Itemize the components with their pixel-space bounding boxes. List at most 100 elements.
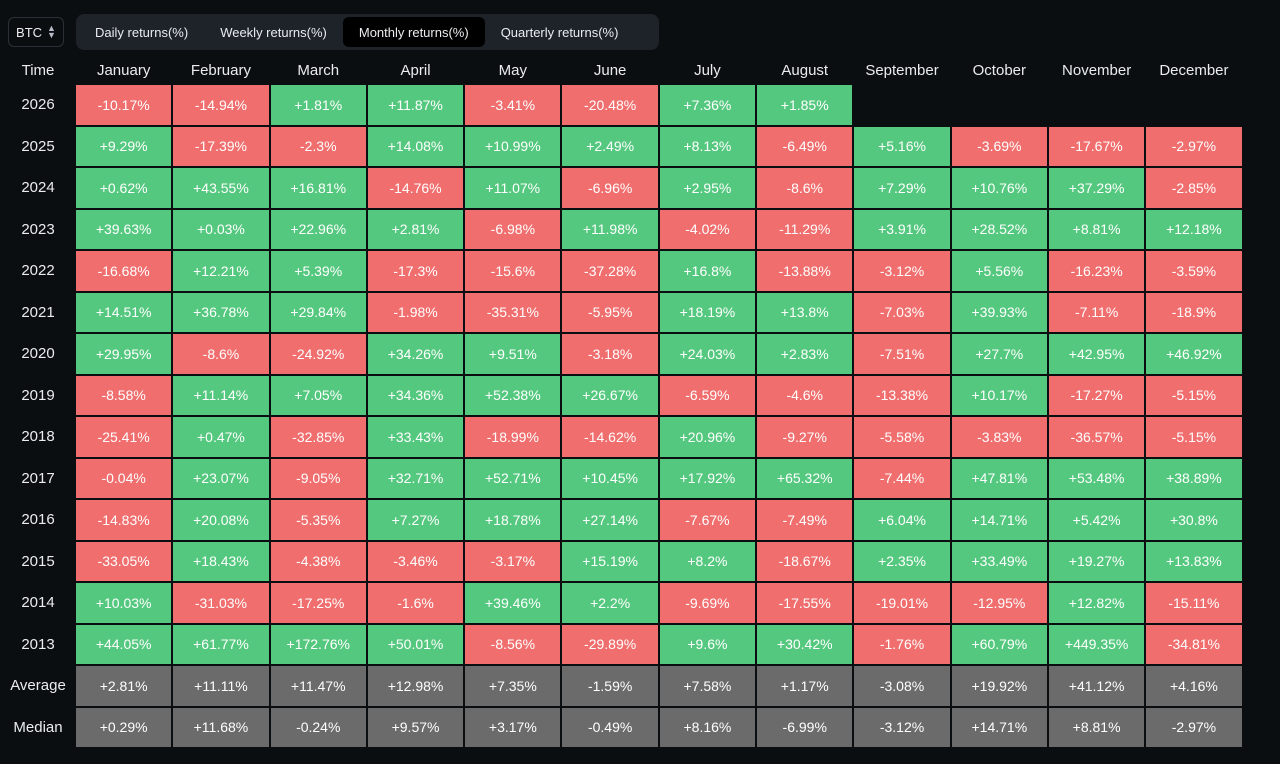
column-header-january: January — [96, 62, 151, 79]
return-cell: +449.35% — [1048, 624, 1145, 666]
summary-cell: +11.11% — [173, 666, 269, 708]
return-cell: +30.8% — [1146, 500, 1242, 542]
table-row: 2020 +29.95% -8.6% -24.92% +34.26% +9.51% -3.1… — [2, 334, 1242, 376]
return-cell: -8.6% — [757, 168, 853, 210]
year-label: 2024 — [2, 168, 74, 210]
return-cell: +13.8% — [757, 292, 853, 334]
return-cell: -9.27% — [757, 417, 853, 459]
return-cell: -5.15% — [1146, 375, 1242, 417]
column-header-december: December — [1159, 62, 1229, 79]
column-header-february: February — [190, 62, 251, 79]
return-cell: -14.83% — [76, 500, 172, 542]
return-cell: -7.49% — [757, 500, 853, 542]
return-cell: -18.99% — [465, 417, 561, 459]
return-cell: -7.67% — [659, 500, 756, 542]
return-cell: -6.98% — [465, 209, 561, 251]
summary-cell: +7.35% — [465, 666, 561, 708]
return-cell: +65.32% — [757, 458, 853, 500]
table-row: 2014 +10.03% -31.03% -17.25% -1.6% +39.46% +2.… — [2, 583, 1242, 625]
return-cell: +43.55% — [173, 168, 269, 210]
return-cell: -3.41% — [465, 85, 561, 127]
return-cell: +11.14% — [173, 375, 269, 417]
return-cell: +10.17% — [951, 375, 1047, 417]
return-cell: +39.93% — [951, 292, 1047, 334]
table-row: 2016 -14.83% +20.08% -5.35% +7.27% +18.78% +27… — [2, 500, 1242, 542]
return-cell: -6.59% — [659, 375, 756, 417]
return-cell: +13.83% — [1146, 541, 1242, 583]
table-row: 2023 +39.63% +0.03% +22.96% +2.81% -6.98% +11.… — [2, 209, 1242, 251]
return-cell: -2.3% — [270, 126, 366, 168]
summary-row-average: Average +2.81% +11.11% +11.47% +12.98% +7.35%… — [2, 666, 1242, 708]
return-cell: +10.76% — [951, 168, 1047, 210]
return-cell: -17.3% — [367, 251, 464, 293]
return-cell: +10.03% — [76, 583, 172, 625]
tab-weekly-returns[interactable]: Weekly returns(%) — [220, 24, 327, 40]
return-cell: -16.68% — [76, 251, 172, 293]
summary-cell: +19.92% — [951, 666, 1047, 708]
year-label: 2018 — [2, 417, 74, 459]
return-cell: +44.05% — [76, 624, 172, 666]
return-cell: -7.11% — [1048, 292, 1145, 334]
return-cell: +17.92% — [659, 458, 756, 500]
year-label: 2020 — [2, 334, 74, 376]
return-cell: -7.44% — [854, 458, 950, 500]
return-cell: +1.81% — [270, 85, 366, 127]
return-cell: +24.03% — [659, 334, 756, 376]
return-cell: -31.03% — [173, 583, 269, 625]
return-cell: +1.85% — [757, 85, 853, 127]
return-cell: +22.96% — [270, 209, 366, 251]
year-label: 2013 — [2, 625, 74, 666]
return-cell: +42.95% — [1048, 334, 1145, 376]
tab-quarterly-returns[interactable]: Quarterly returns(%) — [500, 24, 619, 40]
summary-cell: +4.16% — [1146, 666, 1242, 708]
return-cell: +37.29% — [1048, 168, 1145, 210]
table-header-row: Time January February March April May June July… — [2, 56, 1242, 85]
return-cell: +47.81% — [951, 458, 1047, 500]
return-cell: +16.8% — [659, 251, 756, 293]
return-cell: -5.95% — [562, 292, 658, 334]
summary-cell: +14.71% — [951, 707, 1047, 749]
return-cell: +33.49% — [951, 541, 1047, 583]
return-cell: -4.6% — [757, 375, 853, 417]
return-cell: +0.62% — [76, 168, 172, 210]
return-cell: +5.56% — [951, 251, 1047, 293]
year-label: 2014 — [2, 583, 74, 625]
return-cell: +10.45% — [562, 458, 658, 500]
year-label: 2019 — [2, 376, 74, 417]
return-cell: -25.41% — [76, 417, 172, 459]
summary-cell: +11.47% — [270, 666, 366, 708]
return-cell: +172.76% — [270, 624, 366, 666]
return-cell: -32.85% — [270, 417, 366, 459]
return-cell: +11.98% — [562, 209, 658, 251]
return-cell: +5.39% — [270, 251, 366, 293]
return-cell: +16.81% — [270, 168, 366, 210]
summary-cell: -2.97% — [1146, 707, 1242, 749]
table-row: 2015 -33.05% +18.43% -4.38% -3.46% -3.17% +15.… — [2, 541, 1242, 583]
year-label: 2015 — [2, 542, 74, 583]
column-header-april: April — [400, 62, 431, 79]
return-cell: -3.83% — [951, 417, 1047, 459]
return-cell: -12.95% — [951, 583, 1047, 625]
summary-row-median: Median +0.29% +11.68% -0.24% +9.57% +3.17% -0.… — [2, 707, 1242, 749]
return-cell: +7.29% — [854, 168, 950, 210]
summary-cell: -0.24% — [270, 707, 366, 749]
return-cell: -18.9% — [1146, 292, 1242, 334]
return-cell: -2.97% — [1146, 126, 1242, 168]
tab-daily-returns[interactable]: Daily returns(%) — [95, 24, 189, 40]
return-cell: +28.52% — [951, 209, 1047, 251]
return-cell: -29.89% — [562, 624, 658, 666]
return-cell: -1.76% — [854, 624, 950, 666]
column-header-october: October — [972, 62, 1026, 79]
return-cell: -20.48% — [562, 85, 658, 127]
return-cell: +2.95% — [659, 168, 756, 210]
return-cell: -17.67% — [1048, 126, 1145, 168]
asset-select[interactable]: BTC ▲ ▼ — [8, 17, 64, 47]
year-label: 2023 — [2, 210, 74, 251]
return-cell: -1.6% — [367, 583, 464, 625]
tab-monthly-returns[interactable]: Monthly returns(%) — [342, 17, 485, 47]
table-row: 2017 -0.04% +23.07% -9.05% +32.71% +52.71% +10… — [2, 458, 1242, 500]
asset-select-value: BTC — [16, 24, 43, 40]
column-header-june: June — [593, 62, 627, 79]
year-label: 2016 — [2, 500, 74, 542]
return-cell: +7.27% — [367, 500, 464, 542]
